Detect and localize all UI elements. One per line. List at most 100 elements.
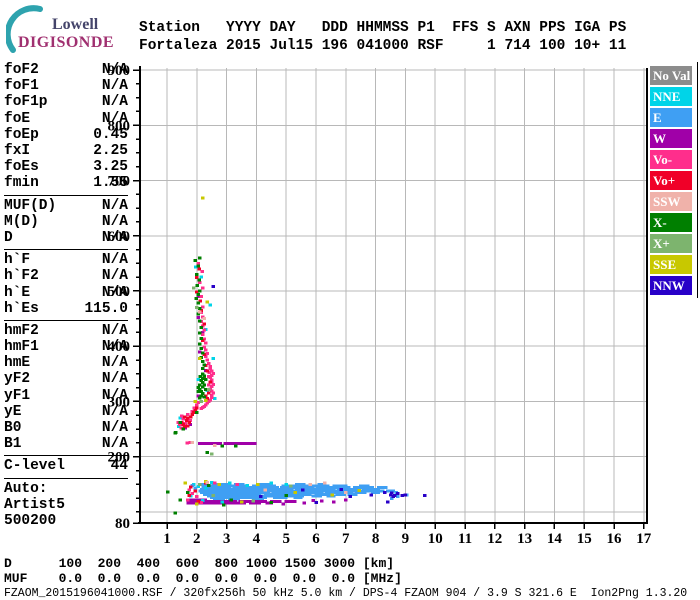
param-row: B1 N/A (4, 436, 128, 452)
param-label: yF2 (4, 371, 31, 388)
param-value: N/A (101, 284, 128, 301)
logo-digisonde-text: DIGISONDE (18, 34, 114, 51)
svg-text:80: 80 (115, 516, 130, 532)
param-row: hmF1 N/A (4, 339, 128, 355)
param-value: N/A (101, 355, 128, 372)
param-value: N/A (101, 197, 128, 214)
param-label: h`F (4, 252, 31, 269)
svg-text:700: 700 (108, 174, 131, 190)
legend-item-no-val: No Val (650, 66, 692, 85)
svg-text:300: 300 (108, 394, 131, 410)
svg-text:15: 15 (577, 531, 592, 547)
svg-text:500: 500 (108, 284, 131, 300)
param-label: h`Es (4, 300, 39, 317)
param-value: N/A (101, 436, 128, 453)
svg-text:14: 14 (547, 531, 563, 547)
footer-fileinfo-row: FZAOM_2015196041000.RSF / 320fx256h 50 k… (4, 587, 688, 600)
param-value: 3.25 (93, 159, 128, 176)
svg-text:200: 200 (108, 450, 131, 466)
legend-item-x-: X+ (650, 234, 692, 253)
param-value: 115.0 (84, 300, 128, 317)
footer-muf-row: MUF 0.0 0.0 0.0 0.0 0.0 0.0 0.0 0.0 [MHz… (4, 571, 402, 586)
svg-text:17: 17 (636, 531, 652, 547)
footer-distance-row: D 100 200 400 600 800 1000 1500 3000 [km… (4, 556, 395, 571)
param-section: hmF2 N/A hmF1 N/A hmE N/A yF2 N/A yF1 N/A yE N/A B0 N… (4, 321, 128, 457)
param-value: N/A (101, 420, 128, 437)
param-value: N/A (101, 252, 128, 269)
param-row: hmE N/A (4, 355, 128, 371)
param-row: h`F N/A (4, 252, 128, 268)
param-row: hmF2 N/A (4, 323, 128, 339)
param-label: D (4, 229, 13, 246)
param-value: N/A (101, 371, 128, 388)
svg-text:7: 7 (342, 531, 350, 547)
param-value: N/A (101, 62, 128, 79)
param-row: fmin 1.55 (4, 175, 128, 191)
param-value: 0.45 (93, 126, 128, 143)
param-row: h`E N/A (4, 284, 128, 301)
param-label: M(D) (4, 213, 39, 230)
param-value: N/A (101, 78, 128, 95)
param-section: MUF(D) N/A M(D) N/A D N/A (4, 196, 128, 251)
param-label: h`E (4, 284, 31, 301)
param-value: 44 (110, 458, 128, 475)
svg-text:4: 4 (253, 531, 261, 547)
param-value: N/A (101, 110, 128, 127)
svg-text:12: 12 (487, 531, 502, 547)
legend-item-x-: X- (650, 213, 692, 232)
legend-item-nne: NNE (650, 87, 692, 106)
svg-text:8: 8 (372, 531, 380, 547)
param-value: N/A (101, 268, 128, 285)
param-row: foEs 3.25 (4, 159, 128, 175)
svg-text:800: 800 (108, 118, 131, 134)
svg-text:16: 16 (607, 531, 623, 547)
header-values-row: Fortaleza 2015 Jul15 196 041000 RSF 1 71… (139, 38, 627, 54)
logo-arc-icon (4, 5, 43, 53)
param-label: foEp (4, 126, 39, 143)
param-label: foF1 (4, 78, 39, 95)
param-label: fxI (4, 143, 31, 160)
param-label: foEs (4, 159, 39, 176)
param-row: foF2 N/A (4, 62, 128, 78)
svg-text:400: 400 (108, 339, 131, 355)
svg-text:900: 900 (108, 63, 131, 79)
svg-text:600: 600 (108, 229, 131, 245)
param-row: Auto: (4, 481, 128, 497)
param-value: N/A (101, 322, 128, 339)
param-row: D N/A (4, 230, 128, 246)
svg-text:6: 6 (312, 531, 320, 547)
param-section: C-level 44 (4, 456, 128, 479)
param-label: foF1p (4, 94, 48, 111)
svg-text:13: 13 (517, 531, 532, 547)
param-label: B0 (4, 420, 22, 437)
legend-item-nnw: NNW (650, 276, 692, 295)
param-row: yF2 N/A (4, 371, 128, 387)
param-label: C-level (4, 458, 65, 475)
param-label: Auto: (4, 480, 48, 497)
param-row: fxI 2.25 (4, 143, 128, 159)
svg-text:9: 9 (402, 531, 410, 547)
doppler-legend: No Val NNE E W Vo- Vo+ SSW X- X+ SSE NNW (650, 66, 694, 297)
param-value: N/A (101, 229, 128, 246)
param-value: 2.25 (93, 143, 128, 160)
svg-text:10: 10 (428, 531, 443, 547)
param-label: hmF1 (4, 339, 39, 356)
param-row: foF1p N/A (4, 94, 128, 110)
param-section: h`F N/A h`F2 N/A h`E N/A h`Es 115.0 (4, 250, 128, 321)
param-row: C-level 44 (4, 458, 128, 474)
param-label: B1 (4, 436, 22, 453)
svg-text:3: 3 (223, 531, 231, 547)
logo-lowell-text: Lowell (52, 16, 99, 33)
param-row: h`Es 115.0 (4, 301, 128, 317)
legend-item-e: E (650, 108, 692, 127)
param-label: hmF2 (4, 322, 39, 339)
param-label: 500200 (4, 512, 57, 529)
logo-graphic: Lowell DIGISONDE (4, 5, 114, 53)
svg-text:2: 2 (193, 531, 201, 547)
legend-item-w: W (650, 129, 692, 148)
svg-text:11: 11 (458, 531, 472, 547)
legend-item-vo-: Vo+ (650, 171, 692, 190)
param-row: foE N/A (4, 111, 128, 127)
